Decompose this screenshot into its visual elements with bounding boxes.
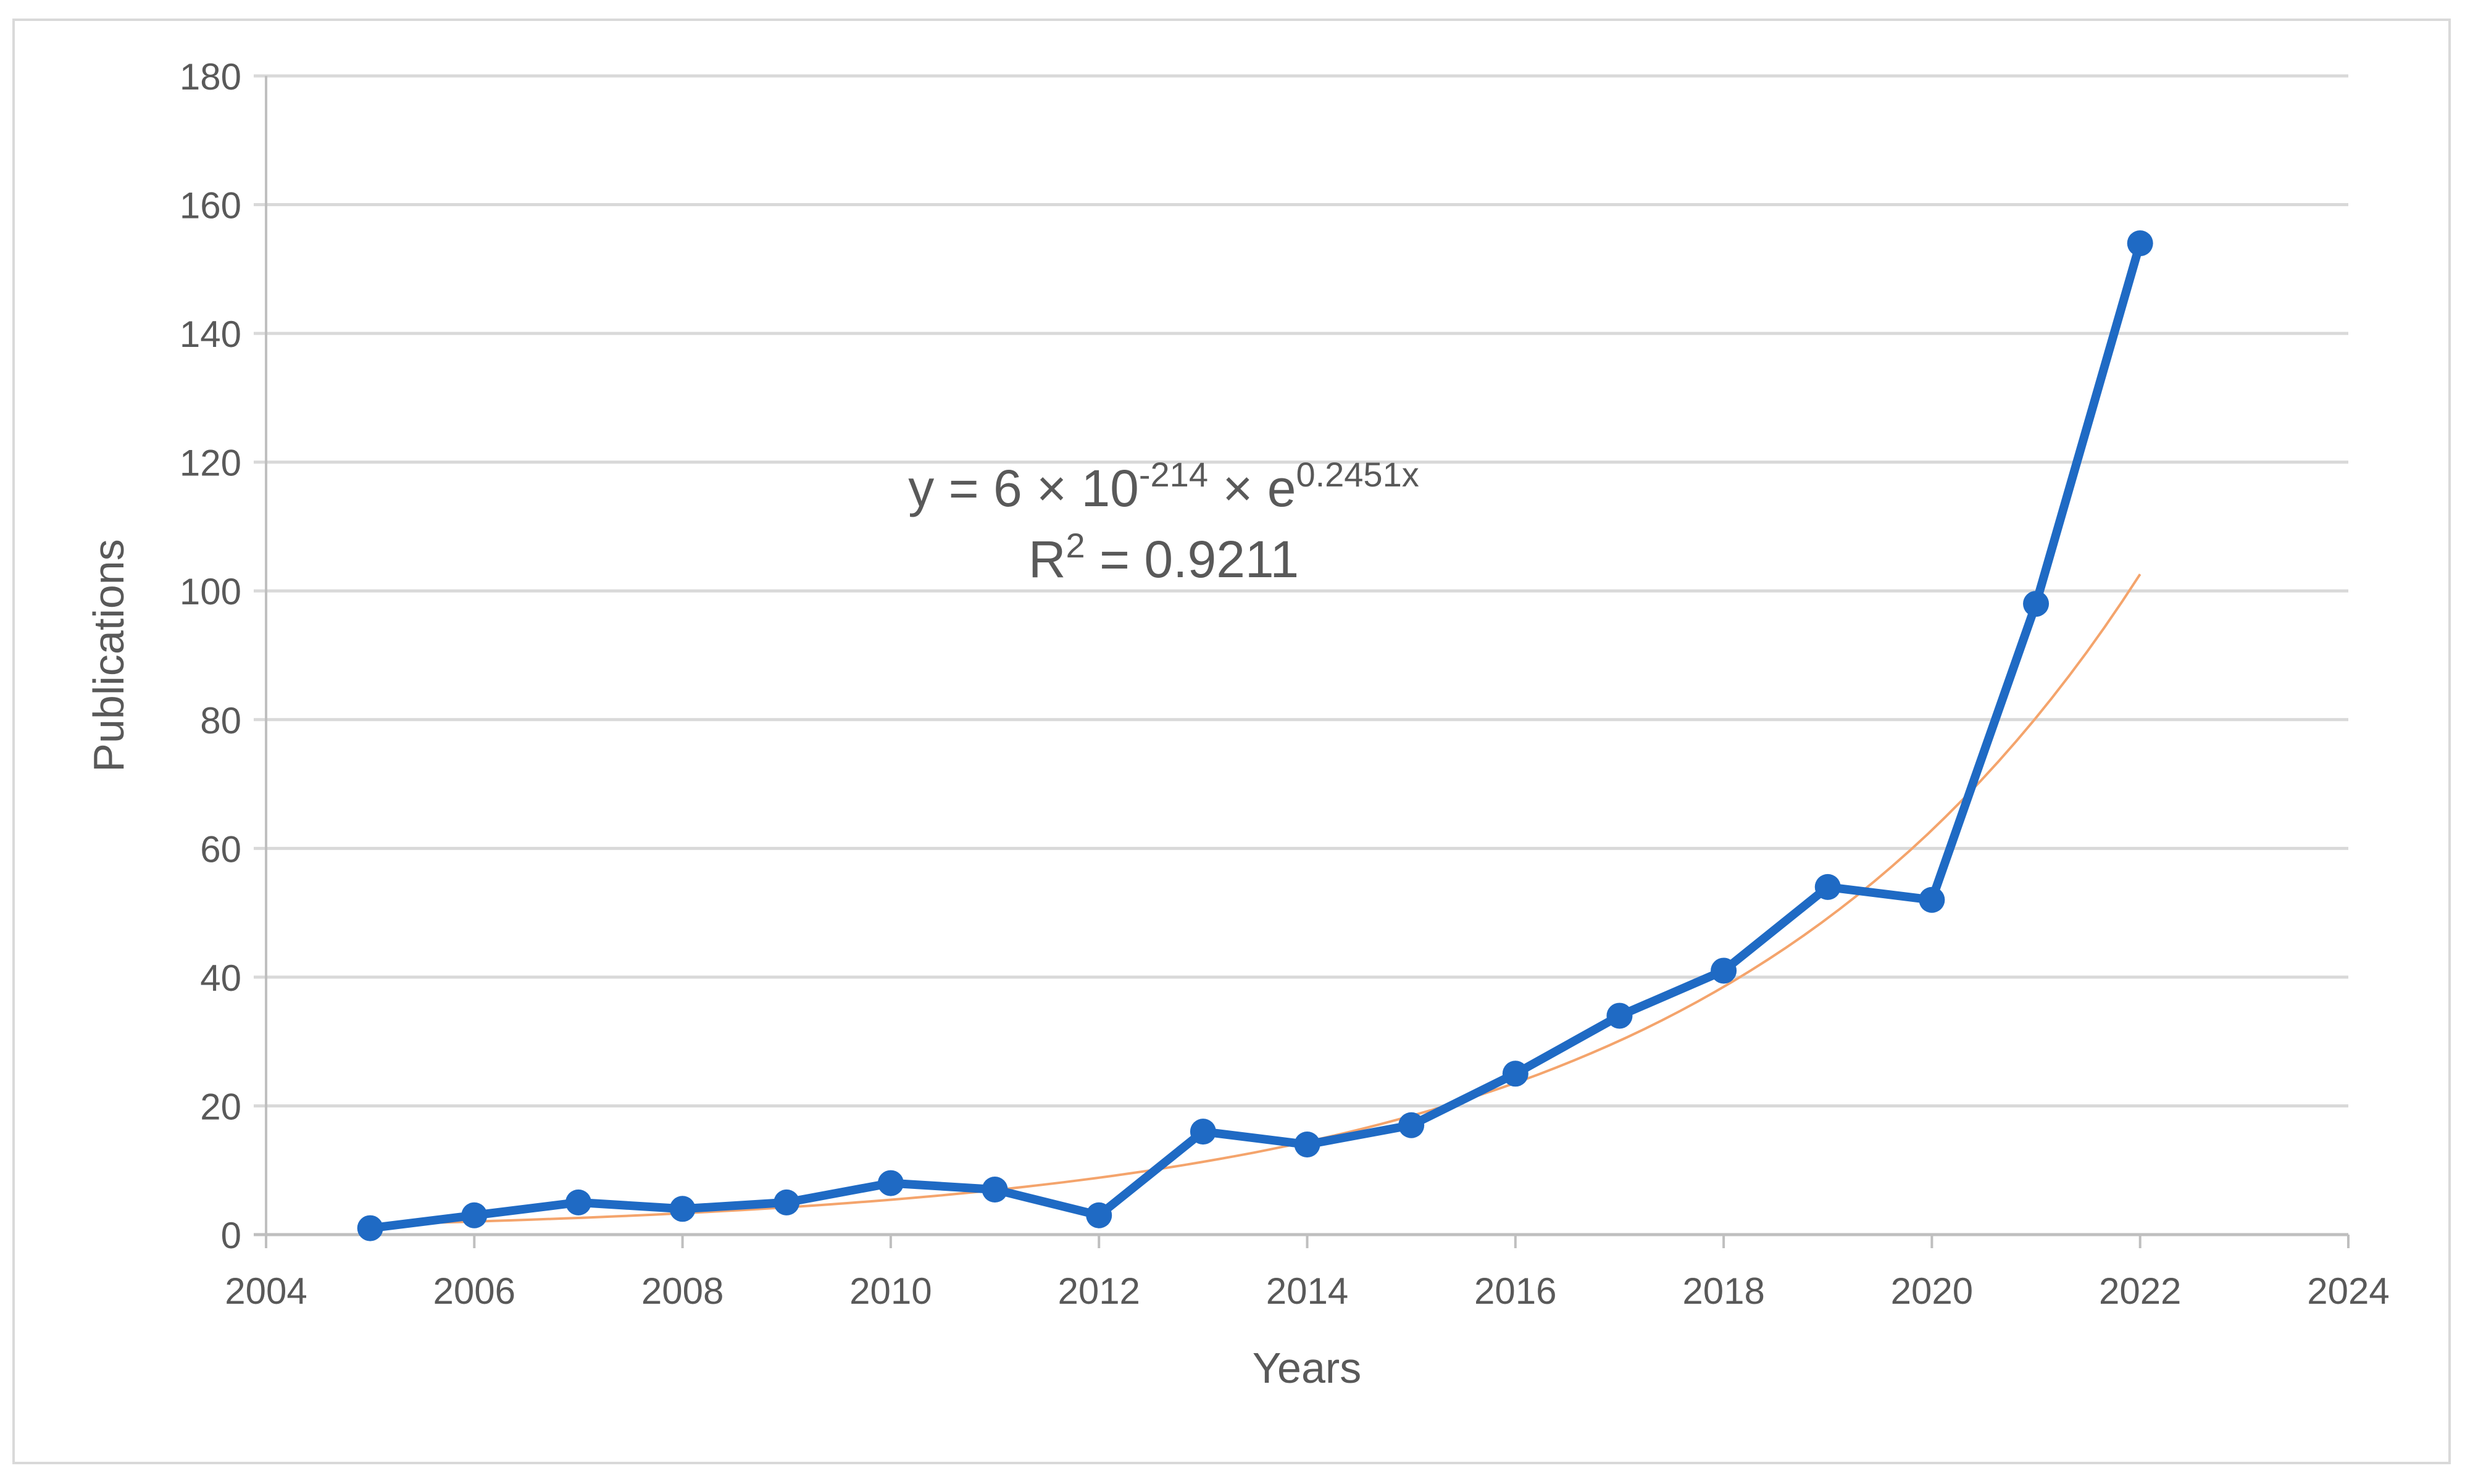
data-point	[1294, 1132, 1320, 1158]
series-line	[369, 242, 2145, 1233]
y-tick-label: 120	[180, 443, 241, 484]
data-point	[1502, 1061, 1529, 1087]
data-point	[1086, 1202, 1112, 1228]
x-tick-label: 2024	[2307, 1270, 2389, 1312]
data-point	[565, 1189, 591, 1215]
y-tick-label: 180	[180, 56, 241, 98]
equation-prefix: y = 6 × 10	[908, 459, 1139, 517]
data-point	[982, 1177, 1008, 1203]
x-tick-label: 2006	[433, 1270, 515, 1312]
r-squared: R2 = 0.9211	[1028, 526, 1299, 588]
data-point	[877, 1170, 904, 1196]
y-tick-label: 80	[200, 700, 241, 741]
y-tick-label: 40	[200, 957, 241, 999]
trend-equation: y = 6 × 10-214 × e0.2451x	[908, 455, 1419, 517]
data-point	[1606, 1003, 1633, 1029]
trendline	[370, 573, 2142, 1226]
y-tick-label: 20	[200, 1086, 241, 1127]
axes	[254, 76, 2350, 1248]
y-tick-label: 140	[180, 314, 241, 355]
x-tick-label: 2022	[2099, 1270, 2181, 1312]
x-tick-label: 2020	[1891, 1270, 1973, 1312]
x-tick-label: 2014	[1266, 1270, 1348, 1312]
data-point	[1814, 873, 1841, 900]
data-point	[461, 1202, 488, 1228]
data-point	[774, 1189, 800, 1215]
y-tick-label: 0	[221, 1215, 241, 1256]
data-point	[357, 1215, 383, 1241]
r2-suffix: = 0.9211	[1085, 530, 1299, 588]
y-axis-title: Publications	[85, 539, 133, 772]
data-point	[1919, 886, 1945, 913]
y-tick-label: 160	[180, 185, 241, 227]
x-tick-label: 2010	[849, 1270, 932, 1312]
data-point	[2023, 591, 2050, 617]
series	[357, 230, 2153, 1241]
r2-sup: 2	[1066, 526, 1085, 565]
gridlines	[254, 74, 2348, 1107]
x-tick-label: 2012	[1057, 1270, 1140, 1312]
x-tick-label: 2016	[1474, 1270, 1556, 1312]
chart-frame	[12, 19, 2451, 1464]
data-point	[2127, 230, 2153, 257]
data-point	[669, 1196, 696, 1222]
x-tick-label: 2004	[225, 1270, 307, 1312]
equation-exp1: -214	[1139, 455, 1208, 494]
y-tick-label: 100	[180, 571, 241, 612]
data-point	[1190, 1119, 1216, 1145]
r2-prefix: R	[1028, 530, 1066, 588]
x-tick-label: 2018	[1682, 1270, 1764, 1312]
equation-exp2: 0.2451x	[1296, 455, 1419, 494]
data-point	[1398, 1112, 1425, 1138]
data-point	[1711, 957, 1737, 984]
x-axis-title: Years	[1253, 1344, 1361, 1392]
y-tick-label: 60	[200, 828, 241, 870]
equation-middle: × e	[1208, 459, 1296, 517]
tick-labels: 0 20 40 60 80 100 120 140 160 180 2004 2006 2008 2010…	[180, 56, 2390, 1312]
x-tick-label: 2008	[641, 1270, 724, 1312]
